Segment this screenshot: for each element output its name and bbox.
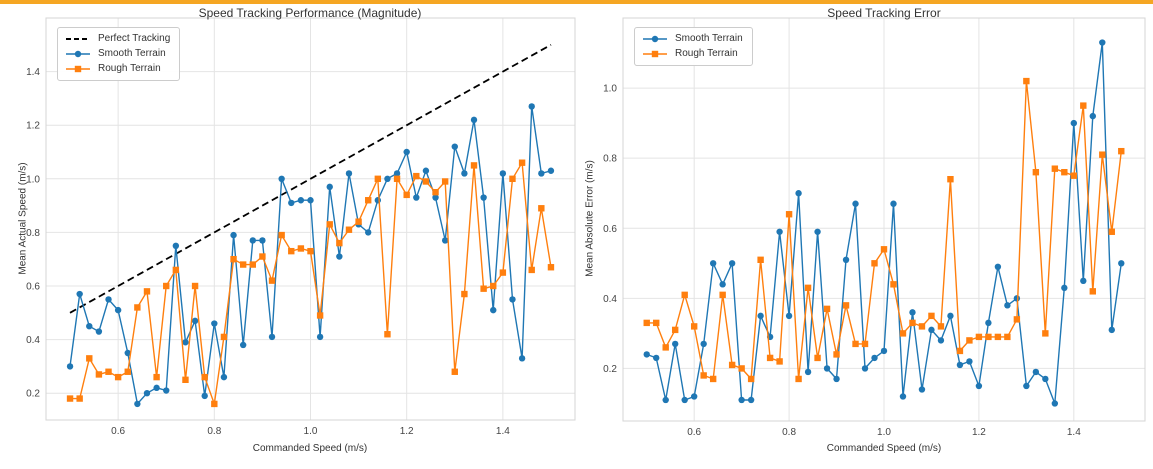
legend-item-smooth-terrain: Smooth Terrain: [65, 48, 170, 60]
svg-text:1.2: 1.2: [400, 426, 414, 437]
svg-text:0.8: 0.8: [603, 154, 617, 165]
svg-text:1.4: 1.4: [26, 67, 40, 78]
legend-label: Smooth Terrain: [675, 33, 743, 44]
legend-label: Rough Terrain: [675, 48, 738, 59]
top-accent-bar: [0, 0, 1153, 4]
blue-line-circle-icon: [65, 49, 91, 59]
dashed-line-icon: [65, 34, 91, 44]
svg-text:0.8: 0.8: [207, 426, 221, 437]
legend-item-perfect-tracking: Perfect Tracking: [65, 33, 170, 45]
left-chart-ylabel: Mean Actual Speed (m/s): [17, 162, 29, 275]
svg-text:1.2: 1.2: [26, 121, 40, 132]
svg-text:1.0: 1.0: [26, 174, 40, 185]
svg-text:0.8: 0.8: [782, 427, 796, 438]
legend-label: Smooth Terrain: [98, 48, 166, 59]
right-chart-title: Speed Tracking Error: [827, 6, 941, 20]
left-chart-xlabel: Commanded Speed (m/s): [252, 443, 368, 454]
svg-text:0.2: 0.2: [603, 364, 617, 375]
blue-line-circle-icon: [642, 34, 668, 44]
svg-text:0.2: 0.2: [26, 389, 40, 400]
svg-text:0.6: 0.6: [687, 427, 701, 438]
svg-text:1.0: 1.0: [304, 426, 318, 437]
svg-text:0.6: 0.6: [26, 282, 40, 293]
right-chart-ylabel: Mean Absolute Error (m/s): [584, 160, 596, 277]
svg-text:0.6: 0.6: [603, 224, 617, 235]
svg-text:1.0: 1.0: [603, 84, 617, 95]
legend-label: Perfect Tracking: [98, 33, 171, 44]
orange-line-square-icon: [65, 64, 91, 74]
svg-text:0.6: 0.6: [111, 426, 125, 437]
orange-line-square-icon: [642, 49, 668, 59]
legend-item-rough-terrain: Rough Terrain: [65, 63, 170, 75]
left-chart-title: Speed Tracking Performance (Magnitude): [198, 6, 422, 20]
svg-text:0.8: 0.8: [26, 228, 40, 239]
legend-item-smooth-terrain: Smooth Terrain: [642, 33, 743, 45]
right-chart-legend: Smooth Terrain Rough Terrain: [634, 27, 753, 66]
legend-item-rough-terrain: Rough Terrain: [642, 48, 743, 60]
svg-text:0.4: 0.4: [603, 294, 617, 305]
svg-text:1.4: 1.4: [1067, 427, 1081, 438]
svg-text:1.4: 1.4: [496, 426, 510, 437]
svg-text:1.0: 1.0: [877, 427, 891, 438]
right-chart-xlabel: Commanded Speed (m/s): [826, 443, 942, 454]
left-chart-legend: Perfect Tracking Smooth Terrain Rough Te…: [57, 27, 181, 81]
legend-label: Rough Terrain: [98, 63, 161, 74]
svg-text:1.2: 1.2: [972, 427, 986, 438]
svg-text:0.4: 0.4: [26, 335, 40, 346]
